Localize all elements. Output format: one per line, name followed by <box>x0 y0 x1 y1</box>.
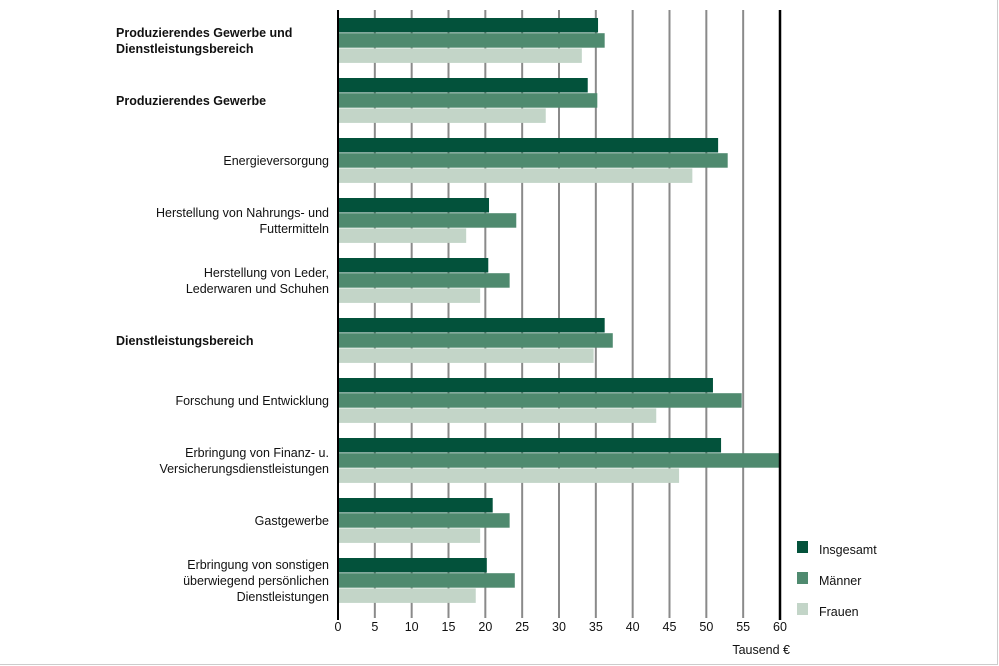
bar-insgesamt <box>338 18 599 33</box>
legend-swatch <box>797 572 808 584</box>
bar-frauen <box>338 408 657 423</box>
bar-frauen <box>338 588 476 603</box>
bar-insgesamt <box>338 438 722 453</box>
category-label: Produzierendes Gewerbe <box>116 94 266 108</box>
legend-swatch <box>797 603 808 615</box>
category-label: Forschung und Entwicklung <box>175 394 329 408</box>
category-label: Erbringung von sonstigen <box>187 558 329 572</box>
x-tick-label: 55 <box>736 620 750 634</box>
bar-insgesamt <box>338 318 605 333</box>
bar-männer <box>338 273 510 288</box>
x-tick-label: 15 <box>442 620 456 634</box>
bar-insgesamt <box>338 258 489 273</box>
bar-männer <box>338 213 517 228</box>
category-label: Dienstleistungsbereich <box>116 334 254 348</box>
x-tick-label: 60 <box>773 620 787 634</box>
category-label: Gastgewerbe <box>255 514 329 528</box>
bar-männer <box>338 453 780 468</box>
bar-frauen <box>338 168 693 183</box>
bar-insgesamt <box>338 558 487 573</box>
bar-männer <box>338 513 510 528</box>
bar-männer <box>338 33 605 48</box>
x-tick-label: 30 <box>552 620 566 634</box>
x-tick-label: 25 <box>515 620 529 634</box>
x-axis-label: Tausend € <box>732 643 790 657</box>
bar-frauen <box>338 228 467 243</box>
bar-insgesamt <box>338 138 719 153</box>
category-label: Futtermitteln <box>260 222 330 236</box>
x-tick-label: 35 <box>589 620 603 634</box>
category-label: Herstellung von Leder, <box>204 266 329 280</box>
bar-insgesamt <box>338 498 493 513</box>
bar-frauen <box>338 468 680 483</box>
category-label: Dienstleistungen <box>237 590 329 604</box>
bar-frauen <box>338 108 546 123</box>
bar-insgesamt <box>338 378 713 393</box>
bar-männer <box>338 93 598 108</box>
category-label: Herstellung von Nahrungs- und <box>156 206 329 220</box>
bar-männer <box>338 153 728 168</box>
bar-frauen <box>338 48 582 63</box>
x-tick-label: 0 <box>335 620 342 634</box>
category-label: Energieversorgung <box>223 154 329 168</box>
bar-männer <box>338 573 515 588</box>
category-label: Erbringung von Finanz- u. <box>185 446 329 460</box>
x-tick-label: 45 <box>663 620 677 634</box>
bar-frauen <box>338 348 594 363</box>
bar-frauen <box>338 528 481 543</box>
category-label: Produzierendes Gewerbe und <box>116 26 292 40</box>
legend-label: Insgesamt <box>819 543 877 557</box>
category-label: Versicherungsdienstleistungen <box>159 462 329 476</box>
category-label: Lederwaren und Schuhen <box>186 282 329 296</box>
bar-insgesamt <box>338 198 490 213</box>
bar-männer <box>338 333 613 348</box>
category-label: Dienstleistungsbereich <box>116 42 254 56</box>
x-tick-label: 40 <box>626 620 640 634</box>
bar-insgesamt <box>338 78 588 93</box>
x-tick-label: 5 <box>371 620 378 634</box>
legend-swatch <box>797 541 808 553</box>
x-tick-label: 10 <box>405 620 419 634</box>
legend-label: Männer <box>819 574 861 588</box>
bar-männer <box>338 393 742 408</box>
legend-label: Frauen <box>819 605 859 619</box>
x-tick-label: 50 <box>699 620 713 634</box>
x-tick-label: 20 <box>478 620 492 634</box>
bar-frauen <box>338 288 481 303</box>
category-label: überwiegend persönlichen <box>183 574 329 588</box>
